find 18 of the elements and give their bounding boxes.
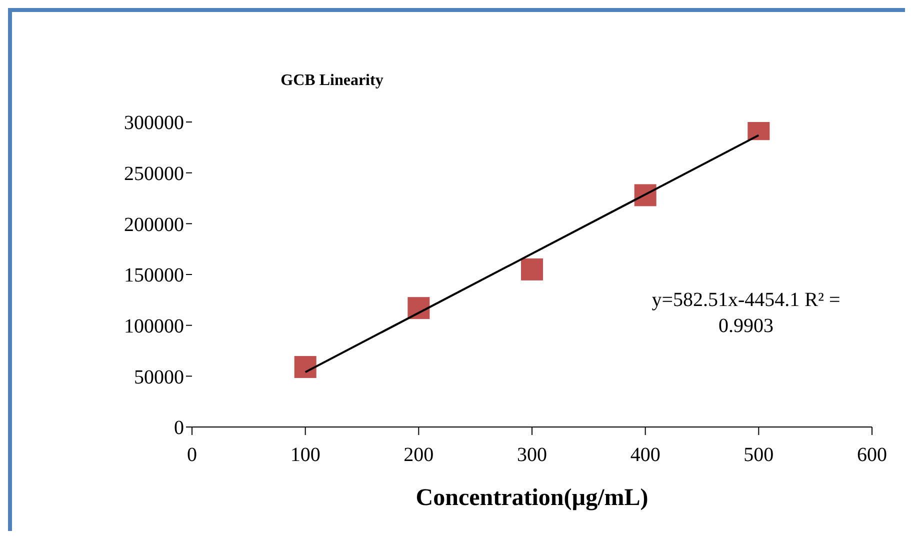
point	[294, 356, 316, 378]
x-tick-label: 500	[744, 444, 774, 466]
x-tick-label: 200	[404, 444, 434, 466]
y-tick-label: 200000	[124, 214, 184, 236]
y-tick-label: 250000	[124, 162, 184, 185]
x-tick-label: 300	[517, 444, 547, 466]
y-tick-label: 300000	[124, 112, 184, 134]
x-tick-label: 600	[857, 444, 887, 466]
y-tick-label: 0	[174, 417, 184, 440]
y-tick-label: 100000	[124, 315, 184, 338]
y-tick-label: 150000	[124, 264, 184, 287]
x-tick-label: 400	[630, 444, 660, 466]
chart-title: GCB Linearity	[280, 72, 384, 89]
x-tick-label: 100	[290, 444, 320, 466]
y-tick-label: 50000	[134, 366, 184, 388]
point	[521, 258, 543, 280]
x-axis-title: Concentration(µg/mL)	[416, 485, 648, 511]
annotation: y=582.51x-4454.1 R² = 0.9903	[650, 288, 842, 339]
